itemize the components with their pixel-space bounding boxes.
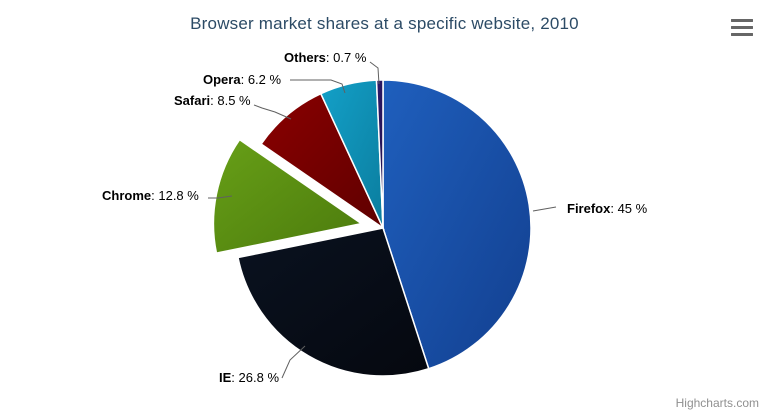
data-label-safari: Safari: 8.5 % bbox=[174, 94, 251, 108]
credits-link[interactable]: Highcharts.com bbox=[675, 396, 759, 410]
data-label-firefox: Firefox: 45 % bbox=[567, 202, 647, 216]
connector-safari bbox=[253, 104, 292, 120]
data-label-ie: IE: 26.8 % bbox=[219, 371, 279, 385]
data-label-chrome: Chrome: 12.8 % bbox=[102, 189, 199, 203]
data-label-separator: : bbox=[151, 188, 159, 203]
hamburger-bar-bottom bbox=[731, 33, 753, 36]
data-label-value: 0.7 % bbox=[333, 50, 367, 65]
data-label-opera: Opera: 6.2 % bbox=[203, 73, 281, 87]
data-label-others: Others: 0.7 % bbox=[284, 51, 366, 65]
data-label-value: 6.2 % bbox=[247, 72, 282, 87]
data-label-name: Chrome bbox=[102, 188, 152, 203]
connector-chrome bbox=[208, 195, 233, 199]
data-label-name: Firefox bbox=[567, 201, 611, 216]
data-label-value: 45 % bbox=[617, 201, 648, 216]
data-label-name: IE bbox=[219, 370, 232, 385]
data-label-name: Opera bbox=[203, 72, 241, 87]
data-label-value: 8.5 % bbox=[217, 93, 251, 108]
data-label-separator: : bbox=[231, 370, 239, 385]
data-label-name: Safari bbox=[174, 93, 211, 108]
data-label-separator: : bbox=[210, 93, 218, 108]
hamburger-bar-middle bbox=[731, 26, 753, 29]
connector-others bbox=[369, 61, 380, 85]
hamburger-menu-icon[interactable] bbox=[731, 18, 753, 37]
data-label-separator: : bbox=[610, 201, 618, 216]
connector-ie bbox=[281, 345, 306, 379]
connector-opera bbox=[290, 79, 346, 94]
hamburger-bar-top bbox=[731, 19, 753, 22]
data-label-separator: : bbox=[240, 72, 248, 87]
pie-slice-chrome[interactable] bbox=[212, 138, 364, 255]
pie-slice-others[interactable] bbox=[375, 79, 384, 229]
connector-firefox bbox=[532, 206, 557, 212]
data-label-value: 26.8 % bbox=[238, 370, 280, 385]
pie-series bbox=[212, 79, 532, 377]
data-label-value: 12.8 % bbox=[158, 188, 199, 203]
pie-slice-ie[interactable] bbox=[237, 227, 430, 377]
data-label-name: Others bbox=[284, 50, 326, 65]
page-title: Browser market shares at a specific webs… bbox=[190, 14, 579, 33]
data-label-separator: : bbox=[325, 50, 334, 65]
data-label-connectors bbox=[208, 61, 557, 379]
pie-slice-firefox[interactable] bbox=[382, 79, 532, 370]
